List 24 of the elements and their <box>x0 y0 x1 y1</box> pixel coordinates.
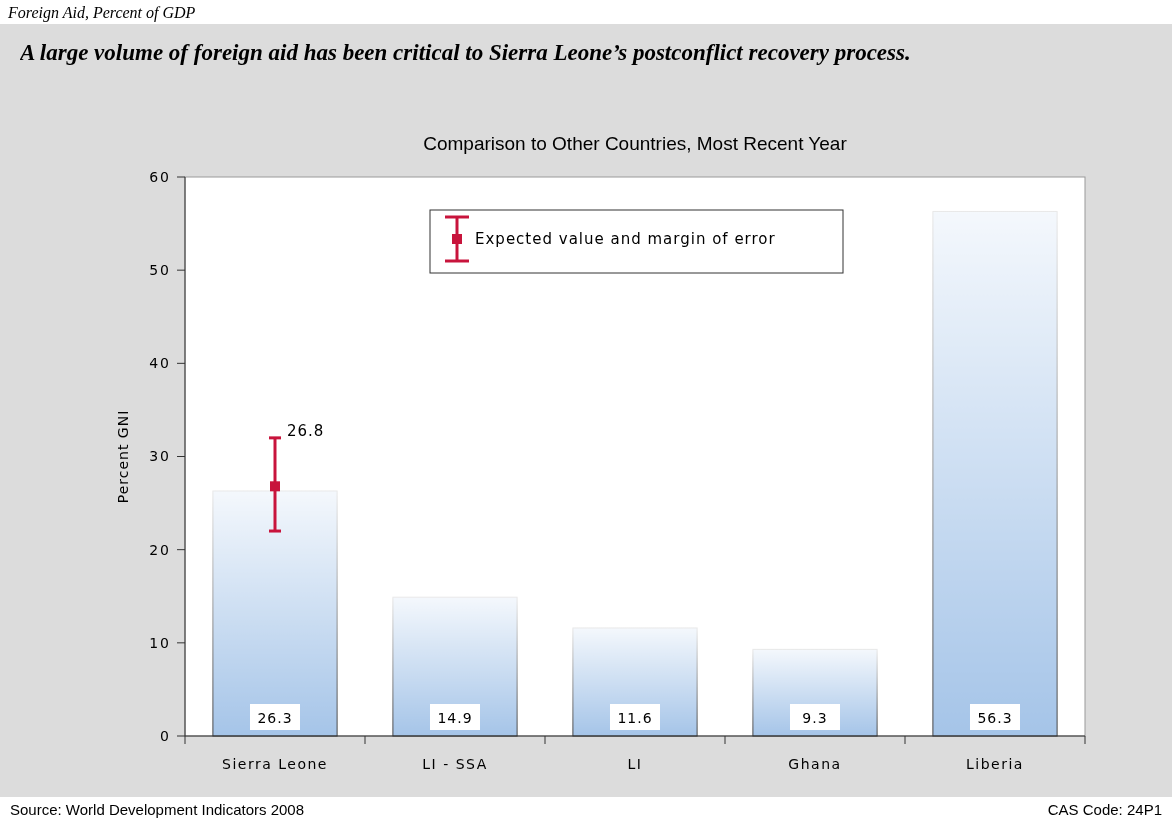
data-label: 56.3 <box>977 710 1013 726</box>
data-label: 9.3 <box>802 710 828 726</box>
x-tick-label: Liberia <box>966 756 1024 772</box>
chart-title: Comparison to Other Countries, Most Recent Year <box>423 133 848 154</box>
data-label: 11.6 <box>617 710 653 726</box>
data-label: 26.8 <box>287 421 325 440</box>
x-tick-label: LI <box>627 756 643 772</box>
data-label: 26.3 <box>257 710 293 726</box>
y-tick-label: 50 <box>149 262 171 279</box>
text: CAS Code: 24P1 <box>1047 801 1162 818</box>
source-note: Source: World Development Indicators 2008 <box>10 801 305 818</box>
y-axis-title: Percent GNI <box>115 409 131 504</box>
y-tick-label: 30 <box>149 448 171 465</box>
x-tick-label: Sierra Leone <box>222 756 328 772</box>
y-tick-label: 40 <box>149 355 171 372</box>
y-tick-label: 60 <box>149 168 171 185</box>
x-tick-label: Ghana <box>788 756 842 772</box>
y-tick-label: 10 <box>149 634 171 651</box>
x-tick-label: LI - SSA <box>422 756 488 772</box>
data-label: 14.9 <box>437 710 473 726</box>
y-tick-label: 20 <box>149 541 171 558</box>
y-tick-label: 0 <box>160 727 171 744</box>
text: Foreign Aid, Percent of GDP <box>7 4 196 22</box>
legend-label: Expected value and margin of error <box>475 230 776 249</box>
